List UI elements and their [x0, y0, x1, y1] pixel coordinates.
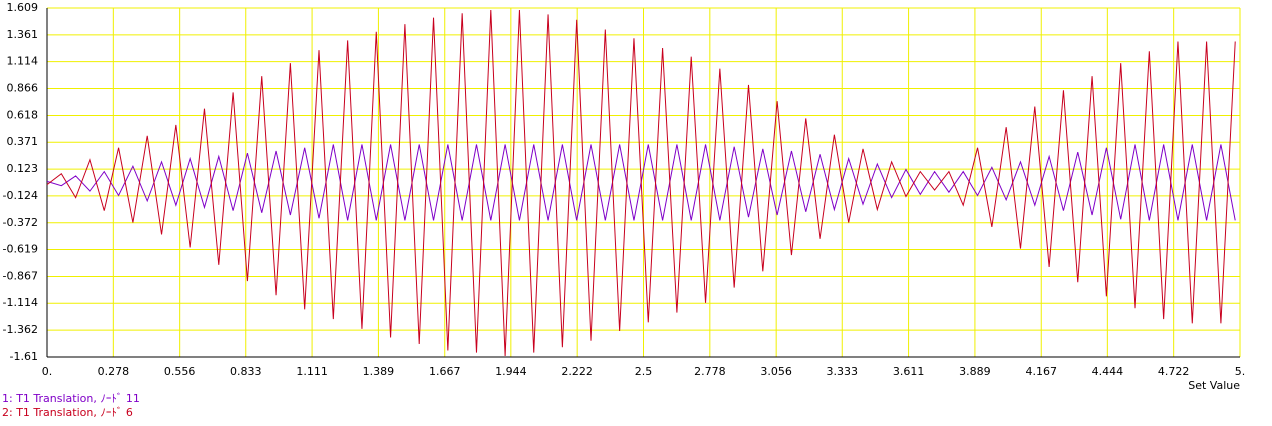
- legend-entry: 2: T1 Translation, ﾉｰﾄﾞ 6: [2, 406, 133, 419]
- y-tick-label: 0.866: [7, 82, 39, 95]
- x-tick-label: 3.056: [760, 365, 792, 378]
- x-tick-label: 3.611: [893, 365, 925, 378]
- y-tick-label: 1.609: [7, 1, 39, 14]
- legend-entry: 1: T1 Translation, ﾉｰﾄﾞ 11: [2, 392, 140, 405]
- x-tick-label: 3.889: [959, 365, 991, 378]
- x-tick-label: 0.556: [164, 365, 196, 378]
- series-line: [46, 10, 1236, 356]
- x-tick-label: 0.: [42, 365, 53, 378]
- y-tick-label: -0.372: [3, 216, 38, 229]
- y-tick-label: -1.114: [3, 296, 38, 309]
- x-tick-label: 1.389: [363, 365, 395, 378]
- x-tick-label: 1.667: [429, 365, 461, 378]
- y-tick-label: 0.618: [7, 108, 39, 121]
- x-tick-label: 1.111: [296, 365, 328, 378]
- y-tick-label: 1.114: [7, 55, 39, 68]
- y-tick-label: -0.619: [3, 243, 38, 256]
- x-tick-label: 2.778: [694, 365, 726, 378]
- x-tick-label: 4.722: [1158, 365, 1190, 378]
- y-tick-label: -1.362: [3, 323, 38, 336]
- x-tick-label: 4.167: [1025, 365, 1057, 378]
- y-tick-label: 0.123: [7, 162, 39, 175]
- x-tick-label: 0.278: [98, 365, 130, 378]
- y-tick-label: -0.867: [3, 269, 38, 282]
- y-tick-label: -0.124: [3, 189, 38, 202]
- x-tick-label: 4.444: [1092, 365, 1124, 378]
- x-tick-label: 2.5: [635, 365, 653, 378]
- y-tick-label: 0.371: [7, 135, 39, 148]
- x-tick-label: 5.: [1235, 365, 1246, 378]
- x-tick-label: 2.222: [561, 365, 593, 378]
- x-tick-label: 3.333: [827, 365, 859, 378]
- y-tick-label: -1.61: [10, 350, 38, 363]
- x-tick-label: 1.944: [495, 365, 527, 378]
- x-tick-label: 0.833: [230, 365, 262, 378]
- x-axis-label: Set Value: [1188, 379, 1240, 392]
- y-tick-label: 1.361: [7, 28, 39, 41]
